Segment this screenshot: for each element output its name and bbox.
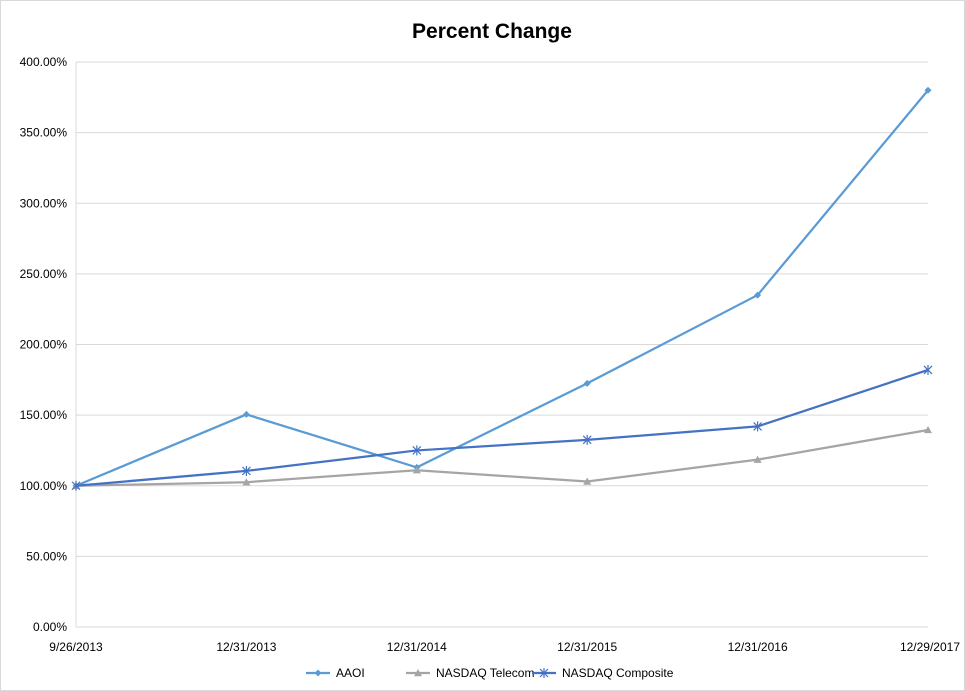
legend-item: AAOI [306,666,365,680]
series-nasdaq-telecom [72,425,932,489]
data-point [583,477,592,485]
data-point [412,445,422,456]
series-line [75,368,929,487]
y-tick-label: 250.00% [20,267,68,281]
legend-item: NASDAQ Telecom [406,666,534,680]
data-point [924,86,932,94]
x-tick-label: 12/31/2013 [216,640,276,654]
series-line [75,428,929,487]
x-tick-label: 12/31/2014 [387,640,447,654]
y-tick-label: 300.00% [20,196,68,210]
series-lines [71,86,933,491]
legend-label: NASDAQ Telecom [436,666,534,680]
x-axis-tick-labels: 9/26/2013 12/31/2013 12/31/2014 12/31/2015 1… [49,640,960,654]
legend-label: NASDAQ Composite [562,666,674,680]
legend-marker [539,668,549,678]
data-point [71,480,81,491]
data-point [753,455,762,463]
y-tick-label: 50.00% [26,549,67,563]
legend-label: AAOI [336,666,365,680]
data-point [241,465,251,476]
x-tick-label: 9/26/2013 [49,640,103,654]
data-point [583,379,591,387]
y-tick-label: 150.00% [20,408,68,422]
y-tick-label: 200.00% [20,338,68,352]
series-nasdaq-composite [71,364,933,491]
data-point [924,425,932,434]
y-tick-label: 100.00% [20,479,68,493]
data-point [242,410,250,418]
chart-title: Percent Change [412,20,572,43]
data-point [242,478,251,486]
data-point [753,421,763,432]
data-point [412,466,421,474]
y-tick-label: 350.00% [20,126,68,140]
gridlines [75,61,928,628]
data-point [582,434,592,445]
legend-item: NASDAQ Composite [532,666,674,680]
y-axis-tick-labels: 0.00% 50.00% 100.00% 150.00% 200.00% 250.00% 3… [20,55,68,634]
legend-marker [314,669,322,677]
legend-marker [414,669,422,677]
x-tick-label: 12/31/2015 [557,640,617,654]
data-point [923,364,933,375]
y-tick-label: 0.00% [33,620,67,634]
series-line [75,89,929,487]
data-point [754,291,762,299]
legend: AAOI NASDAQ Telecom NASDAQ Composite [306,666,674,680]
y-tick-label: 400.00% [20,55,68,69]
x-tick-label: 12/29/2017 [900,640,960,654]
series-aaoi [72,86,932,490]
x-tick-label: 12/31/2016 [728,640,788,654]
